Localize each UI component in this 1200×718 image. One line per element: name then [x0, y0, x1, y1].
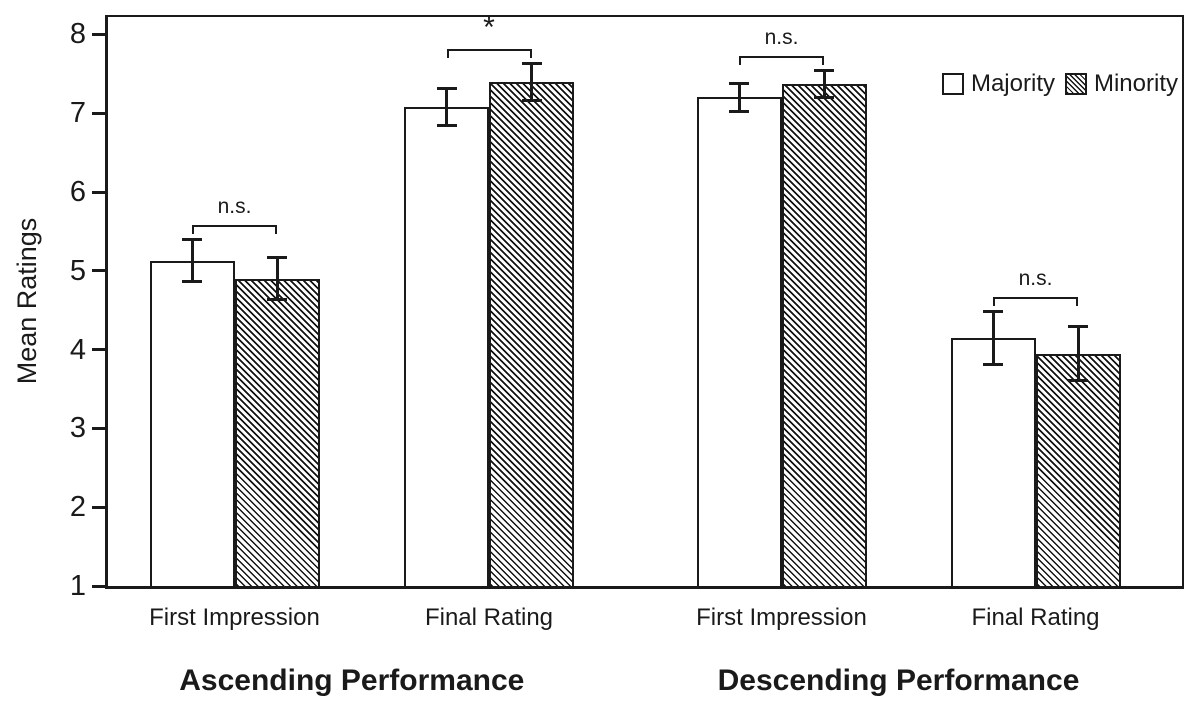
y-tick-mark	[92, 348, 105, 352]
sig-bracket	[192, 225, 277, 235]
sig-label: n.s.	[1018, 267, 1053, 290]
y-tick-mark	[92, 584, 105, 588]
bar-minority	[489, 81, 574, 588]
bar-majority	[149, 260, 235, 588]
legend-item-majority: Majority	[941, 70, 1055, 97]
error-bar-cap-top	[267, 256, 287, 260]
error-bar-stem	[530, 62, 533, 101]
error-bar-stem	[991, 311, 995, 365]
panel-label: Descending Performance	[717, 664, 1080, 697]
y-tick-mark	[92, 190, 105, 194]
y-tick-mark	[92, 111, 105, 115]
y-tick-label: 3	[69, 412, 86, 445]
sig-label: n.s.	[764, 25, 799, 49]
error-bar-cap-top	[814, 68, 834, 72]
legend-swatch-minority	[1064, 73, 1087, 95]
x-category-label: First Impression	[149, 604, 320, 631]
plot-area-frame	[105, 15, 1184, 589]
bar-minority	[234, 278, 320, 588]
legend: Majority Minority	[932, 71, 1178, 97]
error-bar-stem	[445, 88, 448, 126]
error-bar-cap-top	[436, 87, 457, 90]
y-tick-label: 7	[69, 97, 86, 130]
x-category-label: Final Rating	[424, 604, 554, 631]
error-bar-stem	[822, 69, 826, 99]
y-tick-label: 5	[69, 254, 86, 287]
y-tick-mark	[92, 32, 105, 36]
error-bar-cap-bottom	[182, 279, 202, 283]
error-bar-cap-top	[521, 61, 542, 65]
panel-label: Ascending Performance	[179, 664, 525, 697]
y-tick-label: 1	[69, 570, 86, 602]
error-bar-cap-top	[1068, 325, 1088, 328]
bar-majority	[696, 97, 782, 588]
error-bar-cap-top	[983, 310, 1003, 313]
bar-majority	[950, 337, 1036, 588]
error-bar-cap-bottom	[814, 96, 834, 100]
bar-minority	[781, 84, 867, 588]
legend-label: Minority	[1093, 70, 1178, 97]
y-tick-mark	[92, 505, 105, 509]
x-category-label: First Impression	[696, 604, 867, 631]
y-tick-label: 4	[69, 333, 86, 366]
error-bar-cap-top	[182, 238, 202, 242]
error-bar-stem	[190, 239, 194, 282]
error-bar-stem	[1076, 326, 1080, 382]
sig-bracket	[446, 48, 532, 58]
legend-swatch-majority	[941, 73, 964, 95]
error-bar-cap-bottom	[436, 123, 457, 127]
error-bar-cap-bottom	[729, 109, 749, 113]
error-bar-stem	[275, 257, 279, 300]
bar-minority	[1035, 353, 1121, 588]
error-bar-stem	[737, 83, 741, 112]
sig-label: *	[483, 10, 495, 44]
legend-label: Majority	[970, 70, 1055, 97]
bar-majority	[404, 106, 489, 588]
legend-item-minority: Minority	[1064, 70, 1178, 97]
y-tick-mark	[92, 426, 105, 430]
error-bar-cap-bottom	[521, 98, 542, 102]
y-tick-label: 8	[69, 18, 86, 51]
x-category-label: Final Rating	[971, 604, 1100, 631]
y-tick-mark	[92, 269, 105, 273]
error-bar-cap-top	[729, 82, 749, 86]
error-bar-cap-bottom	[267, 298, 287, 301]
error-bar-cap-bottom	[983, 362, 1003, 366]
error-bar-cap-bottom	[1068, 379, 1088, 383]
sig-bracket	[739, 55, 824, 65]
y-tick-label: 2	[69, 491, 86, 524]
sig-label: n.s.	[217, 195, 252, 219]
y-tick-label: 6	[69, 176, 86, 208]
sig-bracket	[993, 297, 1078, 306]
